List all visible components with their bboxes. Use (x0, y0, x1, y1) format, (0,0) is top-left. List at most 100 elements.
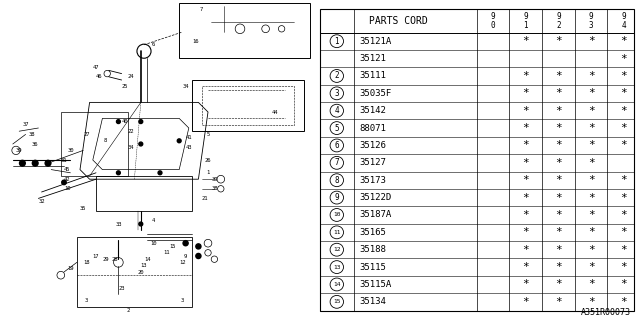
Text: *: * (522, 140, 529, 150)
Text: 32: 32 (38, 199, 45, 204)
Circle shape (158, 171, 162, 175)
Text: *: * (588, 227, 595, 237)
Text: 44: 44 (272, 109, 278, 115)
Text: 4: 4 (335, 106, 339, 115)
Text: *: * (522, 36, 529, 46)
Text: *: * (620, 297, 627, 307)
Text: 35142: 35142 (360, 106, 386, 115)
Text: 7: 7 (200, 7, 204, 12)
Text: *: * (555, 297, 562, 307)
Text: *: * (588, 71, 595, 81)
Text: 2: 2 (126, 308, 130, 313)
Text: 15: 15 (170, 244, 176, 249)
Text: 19: 19 (67, 266, 74, 271)
Text: 46: 46 (96, 74, 102, 79)
Text: 35115: 35115 (360, 263, 386, 272)
Text: *: * (620, 227, 627, 237)
Text: *: * (620, 53, 627, 64)
Bar (192, 80, 304, 131)
Text: *: * (522, 71, 529, 81)
Text: 30: 30 (67, 148, 74, 153)
Text: *: * (588, 279, 595, 290)
Text: *: * (620, 262, 627, 272)
Text: 35: 35 (80, 205, 86, 211)
Text: *: * (588, 262, 595, 272)
Circle shape (20, 160, 26, 166)
Bar (202, 86, 294, 125)
Text: *: * (588, 193, 595, 203)
Text: 20: 20 (138, 269, 144, 275)
Text: *: * (620, 106, 627, 116)
Text: 9
1: 9 1 (524, 12, 528, 30)
Text: 12: 12 (179, 260, 186, 265)
Circle shape (139, 120, 143, 124)
Text: 4: 4 (152, 218, 156, 223)
Text: 38: 38 (29, 132, 35, 137)
Text: *: * (555, 88, 562, 98)
Text: 9: 9 (335, 193, 339, 202)
Text: 39: 39 (16, 148, 22, 153)
Text: *: * (522, 297, 529, 307)
Text: *: * (522, 123, 529, 133)
Text: 3: 3 (84, 298, 88, 303)
Circle shape (196, 253, 201, 259)
Text: *: * (555, 158, 562, 168)
Text: 24: 24 (128, 74, 134, 79)
Text: *: * (522, 106, 529, 116)
Text: 7: 7 (335, 158, 339, 167)
Text: 35134: 35134 (360, 297, 386, 306)
Text: 10: 10 (333, 212, 340, 218)
Text: *: * (522, 88, 529, 98)
Text: 36: 36 (32, 141, 38, 147)
Text: 40: 40 (122, 119, 128, 124)
Text: 10: 10 (150, 241, 157, 246)
Text: *: * (620, 36, 627, 46)
Text: 18: 18 (83, 260, 90, 265)
Circle shape (32, 160, 38, 166)
Text: 11: 11 (163, 250, 170, 255)
Bar (96, 176, 192, 211)
Text: 34: 34 (128, 145, 134, 150)
Text: *: * (555, 245, 562, 255)
Text: 9
3: 9 3 (589, 12, 593, 30)
Text: 31: 31 (61, 157, 67, 163)
Text: *: * (588, 140, 595, 150)
Text: *: * (555, 123, 562, 133)
Text: *: * (588, 245, 595, 255)
Text: 12: 12 (333, 247, 340, 252)
Text: 1: 1 (206, 170, 210, 175)
Text: *: * (588, 88, 595, 98)
Text: *: * (588, 36, 595, 46)
Text: 6: 6 (335, 141, 339, 150)
Text: *: * (555, 36, 562, 46)
Text: *: * (522, 193, 529, 203)
Text: *: * (588, 210, 595, 220)
Text: 13: 13 (141, 263, 147, 268)
Text: *: * (620, 88, 627, 98)
Text: *: * (588, 106, 595, 116)
Text: 21: 21 (202, 196, 208, 201)
Text: 37: 37 (22, 122, 29, 127)
Text: 35187A: 35187A (360, 211, 392, 220)
Text: 14: 14 (144, 257, 150, 262)
Circle shape (196, 244, 201, 249)
Text: 29: 29 (102, 257, 109, 262)
Text: 17: 17 (93, 253, 99, 259)
Text: 35127: 35127 (360, 158, 386, 167)
Text: 6: 6 (152, 42, 156, 47)
Text: *: * (555, 227, 562, 237)
Circle shape (116, 171, 120, 175)
Text: *: * (620, 245, 627, 255)
Text: 13: 13 (333, 265, 340, 269)
Text: 35126: 35126 (360, 141, 386, 150)
Text: 45: 45 (64, 167, 70, 172)
Text: *: * (620, 175, 627, 185)
Text: *: * (522, 175, 529, 185)
Text: *: * (620, 71, 627, 81)
Text: 26: 26 (205, 157, 211, 163)
Text: 42: 42 (64, 177, 70, 182)
Text: *: * (555, 175, 562, 185)
Text: 22: 22 (128, 129, 134, 134)
Text: 15: 15 (333, 299, 340, 304)
Text: 35173: 35173 (360, 176, 386, 185)
